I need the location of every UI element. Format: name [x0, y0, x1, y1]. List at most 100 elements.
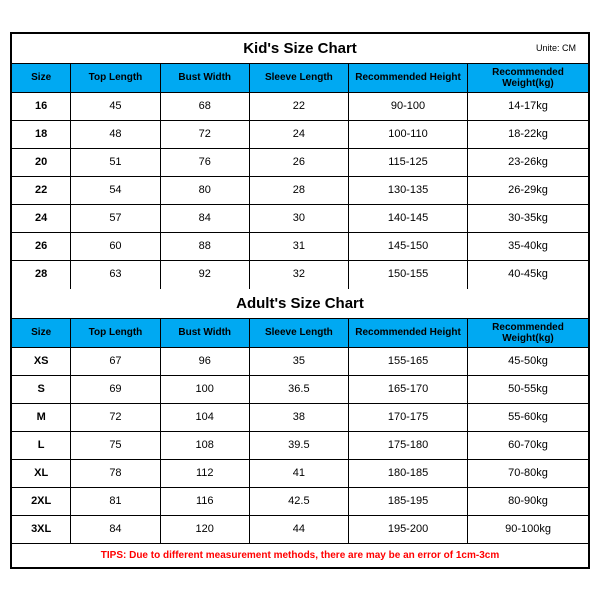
cell: 51	[71, 149, 160, 176]
cell: 26	[12, 233, 71, 260]
cell: 115-125	[349, 149, 468, 176]
cell: S	[12, 376, 71, 403]
cell: 100	[161, 376, 250, 403]
col-size: Size	[12, 319, 71, 347]
cell: 96	[161, 348, 250, 375]
cell: 78	[71, 460, 160, 487]
table-row: 26608831145-15035-40kg	[12, 233, 588, 261]
adults-rows: XS679635155-16545-50kgS6910036.5165-1705…	[12, 348, 588, 544]
cell: 2XL	[12, 488, 71, 515]
table-row: XS679635155-16545-50kg	[12, 348, 588, 376]
cell: 40-45kg	[468, 261, 588, 289]
cell: 22	[250, 93, 349, 120]
cell: 155-165	[349, 348, 468, 375]
table-row: 28639232150-15540-45kg	[12, 261, 588, 289]
cell: 165-170	[349, 376, 468, 403]
cell: 48	[71, 121, 160, 148]
cell: 84	[71, 516, 160, 543]
cell: 57	[71, 205, 160, 232]
table-row: S6910036.5165-17050-55kg	[12, 376, 588, 404]
cell: 60	[71, 233, 160, 260]
cell: 45-50kg	[468, 348, 588, 375]
cell: 68	[161, 93, 250, 120]
cell: 24	[12, 205, 71, 232]
cell: 67	[71, 348, 160, 375]
cell: 32	[250, 261, 349, 289]
cell: 54	[71, 177, 160, 204]
cell: 35-40kg	[468, 233, 588, 260]
table-row: 3XL8412044195-20090-100kg	[12, 516, 588, 544]
col-top-length: Top Length	[71, 64, 160, 92]
col-rec-weight: Recommended Weight(kg)	[468, 64, 588, 92]
unit-label: Unite: CM	[536, 43, 576, 53]
adults-chart-title: Adult's Size Chart	[12, 295, 588, 312]
cell: 41	[250, 460, 349, 487]
cell: 185-195	[349, 488, 468, 515]
cell: 44	[250, 516, 349, 543]
col-size: Size	[12, 64, 71, 92]
cell: 26	[250, 149, 349, 176]
cell: 140-145	[349, 205, 468, 232]
tips-note: TIPS: Due to different measurement metho…	[12, 544, 588, 567]
cell: 35	[250, 348, 349, 375]
cell: 81	[71, 488, 160, 515]
col-sleeve-length: Sleeve Length	[250, 64, 349, 92]
cell: 30-35kg	[468, 205, 588, 232]
cell: 28	[250, 177, 349, 204]
table-row: XL7811241180-18570-80kg	[12, 460, 588, 488]
cell: 23-26kg	[468, 149, 588, 176]
cell: 20	[12, 149, 71, 176]
cell: 195-200	[349, 516, 468, 543]
cell: 16	[12, 93, 71, 120]
cell: 130-135	[349, 177, 468, 204]
cell: 63	[71, 261, 160, 289]
cell: 14-17kg	[468, 93, 588, 120]
col-bust-width: Bust Width	[161, 64, 250, 92]
kids-title-row: Kid's Size Chart Unite: CM	[12, 34, 588, 64]
cell: 112	[161, 460, 250, 487]
cell: 42.5	[250, 488, 349, 515]
cell: 145-150	[349, 233, 468, 260]
col-rec-height: Recommended Height	[349, 319, 468, 347]
cell: 28	[12, 261, 71, 289]
cell: 180-185	[349, 460, 468, 487]
cell: 72	[161, 121, 250, 148]
table-row: 2XL8111642.5185-19580-90kg	[12, 488, 588, 516]
cell: M	[12, 404, 71, 431]
table-row: L7510839.5175-18060-70kg	[12, 432, 588, 460]
cell: 3XL	[12, 516, 71, 543]
cell: L	[12, 432, 71, 459]
table-row: 18487224100-11018-22kg	[12, 121, 588, 149]
cell: 170-175	[349, 404, 468, 431]
cell: XL	[12, 460, 71, 487]
kids-chart-title: Kid's Size Chart	[12, 40, 588, 57]
cell: 18	[12, 121, 71, 148]
col-rec-weight: Recommended Weight(kg)	[468, 319, 588, 347]
cell: 90-100	[349, 93, 468, 120]
col-rec-height: Recommended Height	[349, 64, 468, 92]
kids-header-row: Size Top Length Bust Width Sleeve Length…	[12, 64, 588, 93]
cell: XS	[12, 348, 71, 375]
cell: 36.5	[250, 376, 349, 403]
cell: 39.5	[250, 432, 349, 459]
col-top-length: Top Length	[71, 319, 160, 347]
cell: 80-90kg	[468, 488, 588, 515]
table-row: 1645682290-10014-17kg	[12, 93, 588, 121]
cell: 150-155	[349, 261, 468, 289]
adults-header-row: Size Top Length Bust Width Sleeve Length…	[12, 319, 588, 348]
cell: 80	[161, 177, 250, 204]
cell: 26-29kg	[468, 177, 588, 204]
table-row: 20517626115-12523-26kg	[12, 149, 588, 177]
cell: 69	[71, 376, 160, 403]
cell: 31	[250, 233, 349, 260]
cell: 100-110	[349, 121, 468, 148]
cell: 50-55kg	[468, 376, 588, 403]
adults-title-row: Adult's Size Chart	[12, 289, 588, 319]
cell: 24	[250, 121, 349, 148]
table-row: 24578430140-14530-35kg	[12, 205, 588, 233]
cell: 88	[161, 233, 250, 260]
cell: 108	[161, 432, 250, 459]
cell: 120	[161, 516, 250, 543]
cell: 60-70kg	[468, 432, 588, 459]
cell: 70-80kg	[468, 460, 588, 487]
